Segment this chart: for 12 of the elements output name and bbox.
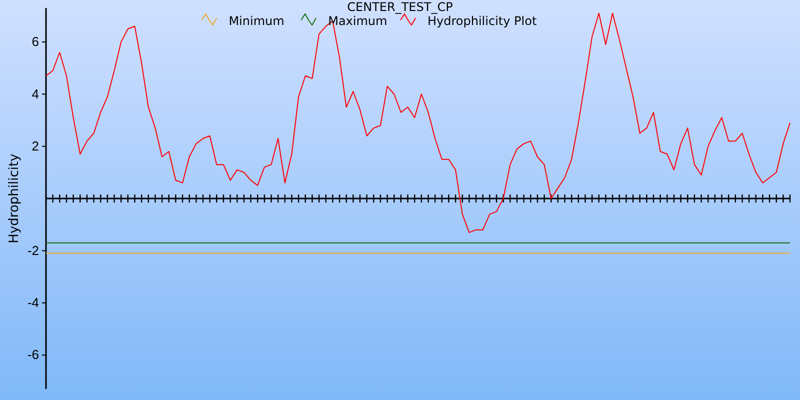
legend-label: Maximum [328, 14, 388, 28]
y-tick-label: -2 [27, 242, 39, 258]
y-tick-label: 4 [32, 86, 39, 102]
y-tick-label: -4 [27, 295, 39, 310]
legend-label: Hydrophilicity Plot [428, 14, 537, 28]
y-tick-label: 2 [32, 138, 39, 154]
y-axis-title: Hydrophilicity [7, 153, 22, 244]
y-tick-label: 6 [32, 34, 39, 50]
y-tick-label: -6 [27, 347, 39, 362]
legend-label: Minimum [228, 14, 284, 28]
chart-title: CENTER_TEST_CP [347, 0, 453, 14]
line-series [46, 12, 790, 233]
